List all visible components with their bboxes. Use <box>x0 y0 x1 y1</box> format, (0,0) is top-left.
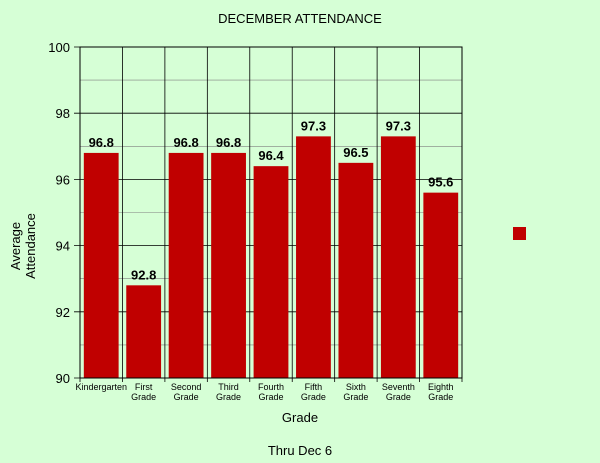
chart-title: DECEMBER ATTENDANCE <box>218 11 382 26</box>
x-tick-label: First <box>135 382 153 392</box>
y-tick-label: 94 <box>56 239 70 254</box>
y-tick-label: 98 <box>56 106 70 121</box>
x-tick-label: Sixth <box>346 382 366 392</box>
x-tick-label: Grade <box>386 392 411 402</box>
x-tick-label: Seventh <box>382 382 415 392</box>
x-tick-label: Second <box>171 382 202 392</box>
data-label: 97.3 <box>301 118 326 133</box>
bar <box>253 166 289 378</box>
data-label: 95.6 <box>428 175 453 190</box>
y-axis-title-line-1: Average <box>8 222 23 270</box>
y-tick-label: 100 <box>48 40 70 55</box>
data-label: 96.8 <box>216 135 241 150</box>
x-tick-label: Grade <box>428 392 453 402</box>
x-tick-label: Grade <box>301 392 326 402</box>
y-tick-label: 92 <box>56 305 70 320</box>
x-tick-label: Grade <box>174 392 199 402</box>
bar <box>338 162 374 378</box>
plot-area: 909294969810096.8Kindergarten92.8FirstGr… <box>48 40 463 402</box>
data-label: 96.4 <box>258 148 284 163</box>
y-tick-label: 90 <box>56 371 70 386</box>
x-tick-label: Fifth <box>305 382 323 392</box>
y-axis-title: Average Attendance <box>8 213 38 279</box>
x-tick-label: Grade <box>343 392 368 402</box>
bar <box>380 136 416 378</box>
bar <box>423 192 459 378</box>
plot-frame <box>79 46 463 379</box>
x-tick-label: Grade <box>131 392 156 402</box>
bar <box>126 285 162 378</box>
x-tick-label: Grade <box>216 392 241 402</box>
bar <box>211 152 246 378</box>
bar <box>296 136 331 378</box>
x-tick-label: Grade <box>258 392 283 402</box>
y-axis-title-line-2: Attendance <box>23 213 38 279</box>
chart-subtitle: Thru Dec 6 <box>268 443 332 458</box>
x-tick-label: Eighth <box>428 382 454 392</box>
x-axis-title: Grade <box>282 410 318 425</box>
y-tick-label: 96 <box>56 172 70 187</box>
data-label: 92.8 <box>131 267 156 282</box>
legend-swatch <box>513 227 526 240</box>
data-label: 96.5 <box>343 145 368 160</box>
data-label: 96.8 <box>173 135 198 150</box>
bar <box>168 152 204 378</box>
bar <box>83 152 119 378</box>
x-tick-label: Third <box>218 382 239 392</box>
x-tick-label: Fourth <box>258 382 284 392</box>
data-label: 97.3 <box>386 118 411 133</box>
x-tick-label: Kindergarten <box>75 382 127 392</box>
data-label: 96.8 <box>89 135 114 150</box>
